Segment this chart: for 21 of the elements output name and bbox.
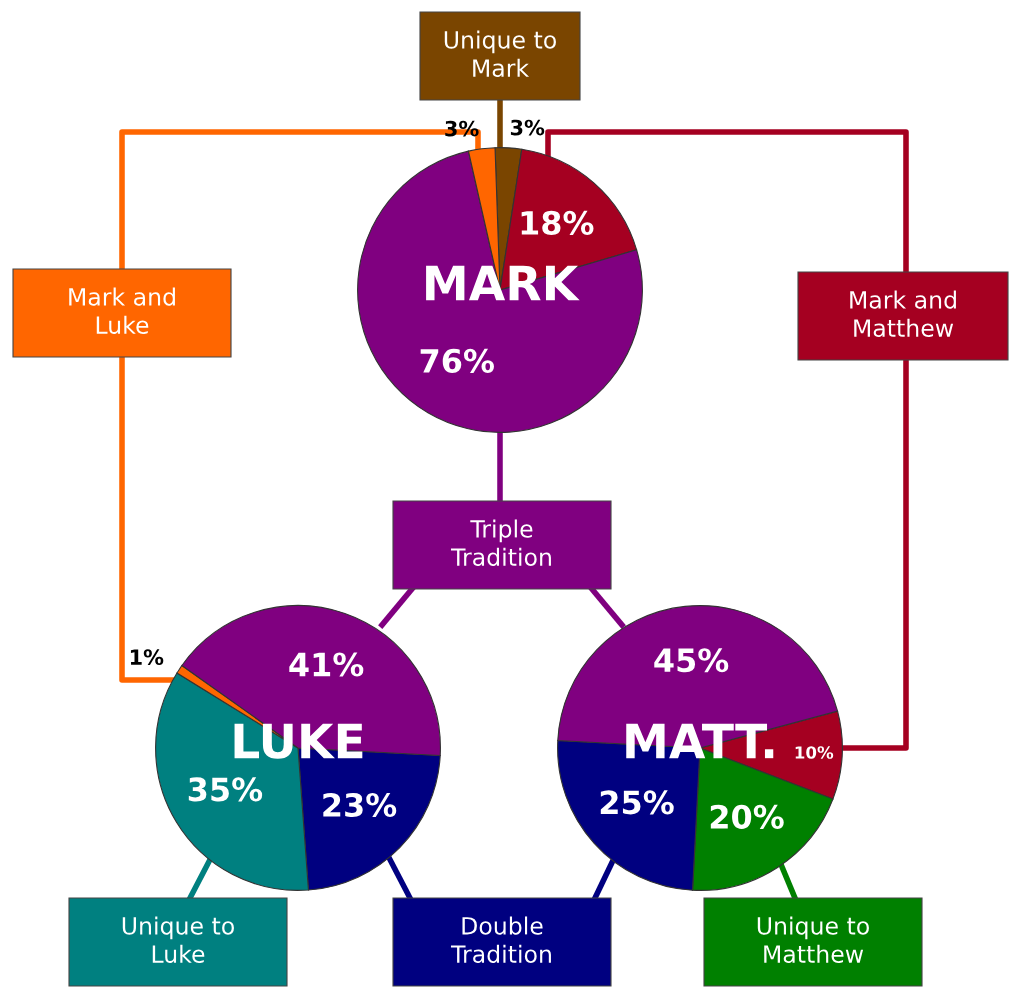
text: Mark and Matthew	[850, 290, 956, 337]
data-label: 35%	[188, 777, 263, 802]
text: MARK	[426, 265, 580, 301]
text: Unique to Mark	[444, 30, 556, 77]
text: Unique to Matthew	[757, 916, 869, 963]
data-label: 1%	[130, 649, 164, 665]
data-label: 23%	[323, 792, 397, 818]
data-label: 10%	[795, 746, 834, 759]
data-label: 76%	[420, 348, 494, 373]
data-label: 18%	[521, 210, 594, 235]
text: LUKE	[234, 723, 363, 759]
text: Triple Tradition	[450, 519, 551, 566]
data-label: 20%	[710, 804, 784, 829]
text: Mark and Luke	[69, 287, 175, 334]
data-label: 41%	[289, 652, 364, 677]
text: Unique to Luke	[122, 916, 234, 963]
data-label: 3%	[510, 119, 545, 136]
text: Double Tradition	[450, 916, 551, 963]
data-label: 25%	[600, 790, 674, 815]
text: MATT.	[626, 723, 774, 759]
data-label: 45%	[654, 648, 729, 673]
